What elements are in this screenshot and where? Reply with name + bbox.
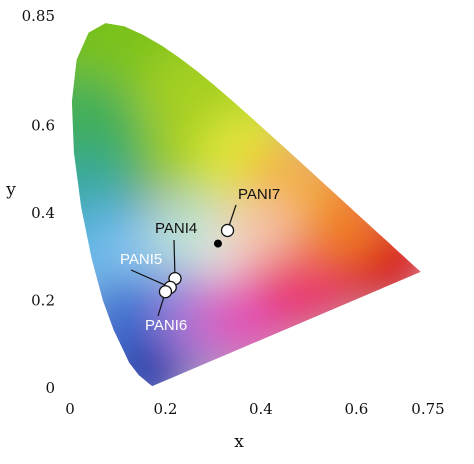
data-point-marker — [220, 223, 235, 238]
y-tick-label: 0.4 — [31, 204, 55, 222]
x-tick-label: 0.4 — [249, 400, 273, 418]
data-points: PANI4 PANI5 PANI6 PANI7 — [120, 186, 280, 334]
y-tick-label: 0 — [45, 379, 55, 397]
x-tick-label: 0.6 — [344, 400, 368, 418]
x-tick-label: 0.2 — [154, 400, 178, 418]
point-leader-line — [130, 269, 171, 288]
data-point-label: PANI5 — [120, 251, 162, 268]
data-point-marker — [158, 285, 173, 299]
data-point-label: PANI6 — [145, 317, 187, 334]
y-tick-label: 0.6 — [31, 116, 55, 134]
x-tick-label: 0.75 — [411, 400, 444, 418]
y-tick-label: 0.85 — [22, 7, 55, 25]
y-axis-ticks: 0 0.2 0.4 0.6 0.85 — [22, 7, 55, 397]
x-axis-ticks: 0 0.2 0.4 0.6 0.75 — [65, 400, 444, 418]
x-tick-label: 0 — [65, 400, 75, 418]
y-axis-label: y — [5, 180, 16, 200]
data-point-label: PANI7 — [238, 186, 280, 203]
y-tick-label: 0.2 — [31, 291, 55, 309]
white-point-marker — [213, 239, 222, 248]
data-point-label: PANI4 — [155, 220, 197, 237]
chromaticity-gamut — [71, 23, 421, 387]
x-axis-label: x — [234, 432, 244, 452]
